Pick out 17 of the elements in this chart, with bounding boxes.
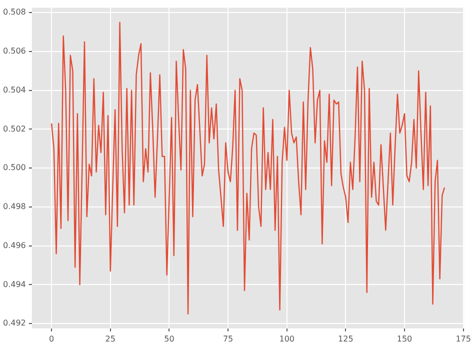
y-tick-label: 0.498	[2, 202, 26, 212]
x-tick-label: 75	[222, 334, 234, 344]
y-tick-label: 0.504	[2, 85, 26, 94]
x-tick-label: 25	[105, 334, 116, 344]
y-tick-label: 0.494	[2, 280, 26, 289]
x-tick-label: 175	[456, 334, 471, 344]
x-tick-label: 125	[338, 334, 354, 344]
y-tick-label: 0.502	[2, 124, 26, 134]
y-tick-label: 0.508	[2, 8, 26, 17]
y-tick-label: 0.500	[2, 163, 26, 172]
x-tick-label: 150	[396, 334, 412, 344]
x-tick-label: 50	[164, 334, 174, 344]
x-tick-label: 0	[49, 334, 54, 344]
y-tick-label: 0.496	[2, 240, 26, 250]
x-tick-label: 100	[279, 334, 295, 344]
y-tick-label: 0.492	[2, 318, 26, 328]
y-tick-label: 0.506	[2, 46, 26, 56]
